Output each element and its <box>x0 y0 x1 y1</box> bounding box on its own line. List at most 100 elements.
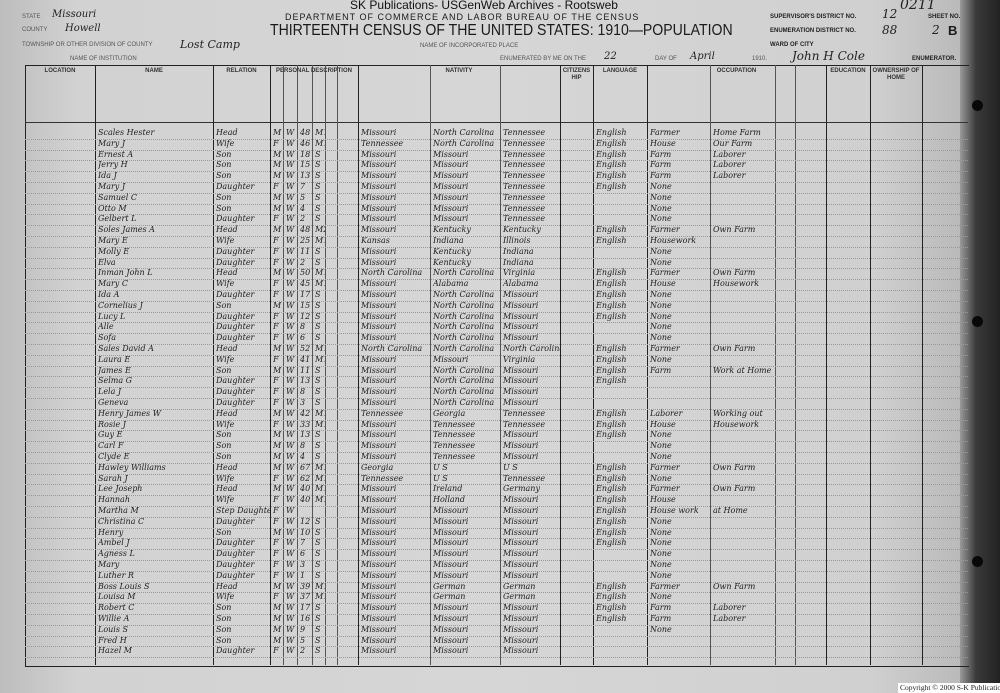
ward-label: Ward of city <box>770 42 814 48</box>
table-row: Geneva Daughter F W 3 S Missouri North Carolina… <box>25 398 968 410</box>
cell-name: Hawley Williams <box>98 462 166 472</box>
cell-industry: Our Farm <box>713 138 753 148</box>
cell-mother-birthplace: Virginia <box>503 268 536 278</box>
cell-relation: Daughter <box>216 214 255 224</box>
cell-name: Mary C <box>98 279 128 289</box>
cell-sex: M <box>273 430 282 440</box>
cell-race: W <box>286 290 295 299</box>
cell-birthplace: Missouri <box>361 560 397 569</box>
cell-trade: Laborer <box>650 408 683 418</box>
cell-marital-status: S <box>315 311 321 321</box>
cell-age: 13 <box>300 171 311 181</box>
cell-industry: Own Farm <box>713 268 756 278</box>
cell-father-birthplace: North Carolina <box>433 322 495 332</box>
cell-age: 10 <box>300 527 311 537</box>
cell-race: W <box>286 203 295 213</box>
cell-name: Cornelius J <box>98 300 143 310</box>
cell-industry: Own Farm <box>713 581 756 591</box>
cell-age: 42 <box>300 408 311 418</box>
cell-mother-birthplace: Tennessee <box>503 203 546 213</box>
table-row: Guy E Son M W 13 S Missouri Tennessee Missouri En… <box>25 430 968 443</box>
cell-name: Robert C <box>98 603 135 613</box>
cell-name: Elva <box>98 257 116 267</box>
cell-name: Molly E <box>98 246 130 256</box>
cell-father-birthplace: Missouri <box>433 560 469 569</box>
cell-birthplace: Tennessee <box>361 138 404 148</box>
cell-mother-birthplace: Tennessee <box>503 473 546 483</box>
cell-industry: Home Farm <box>713 128 761 137</box>
cell-marital-status: S <box>315 182 321 191</box>
cell-mother-birthplace: Missouri <box>503 516 539 526</box>
cell-birthplace: Missouri <box>361 257 397 267</box>
cell-race: W <box>286 614 295 623</box>
cell-language: English <box>596 236 627 245</box>
cell-marital-status: S <box>315 333 321 343</box>
cell-trade: None <box>650 300 672 310</box>
cell-trade: None <box>650 570 672 580</box>
cell-marital-status: M1 <box>315 408 325 418</box>
cell-marital-status: S <box>315 560 321 569</box>
cell-father-birthplace: Missouri <box>433 603 469 613</box>
cell-race: W <box>286 128 295 137</box>
cell-birthplace: Missouri <box>361 246 397 256</box>
cell-father-birthplace: Georgia <box>433 408 466 418</box>
cell-father-birthplace: Missouri <box>433 214 469 224</box>
cell-language: English <box>596 354 627 364</box>
cell-father-birthplace: North Carolina <box>433 387 495 397</box>
cell-language: English <box>596 581 627 591</box>
cell-birthplace: Tennessee <box>361 473 404 483</box>
table-row: Martha M Step Daughter F W Missouri Missouri M… <box>25 506 968 518</box>
cell-name: Gelbert L <box>98 214 137 224</box>
cell-relation: Son <box>216 603 232 613</box>
cell-name: Ernest A <box>98 149 134 159</box>
cell-mother-birthplace: Tennessee <box>503 182 546 191</box>
cell-birthplace: Missouri <box>361 646 397 656</box>
cell-industry: Laborer <box>713 614 746 623</box>
cell-relation: Daughter <box>216 376 255 386</box>
cell-age: 33 <box>300 419 311 429</box>
table-row: Laura E Wife FW 41 M1 Missouri Missouri Virgini… <box>25 355 968 367</box>
cell-father-birthplace: Alabama <box>433 279 469 289</box>
cell-race: W <box>286 603 295 613</box>
cell-race: W <box>286 646 295 656</box>
cell-trade: Farmer <box>650 344 680 353</box>
cell-birthplace: North Carolina <box>361 344 423 353</box>
cell-name: Mary J <box>98 182 126 191</box>
col-nativity: Nativity <box>445 68 473 74</box>
cell-mother-birthplace: Missouri <box>503 624 539 634</box>
cell-age: 17 <box>300 603 311 613</box>
cell-name: Lela J <box>98 387 122 397</box>
month-value: April <box>690 51 715 62</box>
cell-age: 17 <box>300 290 311 299</box>
table-row: Mary J Daughter F W 7 S Missouri Missouri Tennes… <box>25 182 968 194</box>
cell-name: Sarah J <box>98 473 128 483</box>
cell-trade: None <box>650 430 672 440</box>
column-rule <box>213 65 214 665</box>
cell-sex: M <box>273 149 282 159</box>
cell-relation: Head <box>216 484 238 494</box>
cell-marital-status: S <box>315 452 321 461</box>
cell-age: 48 <box>300 128 311 137</box>
column-rule <box>870 65 871 665</box>
cell-mother-birthplace: Missouri <box>503 387 539 397</box>
cell-race: W <box>286 214 295 224</box>
cell-father-birthplace: U S <box>433 473 448 483</box>
table-row: Mary Daughter F W 3 S Missouri Missouri Missouri… <box>25 560 968 572</box>
table-row: Henry Son M W 10 S Missouri Missouri Missouri Eng… <box>25 528 968 540</box>
cell-trade: Farm <box>650 365 672 375</box>
table-row: Christina C Daughter F W 12 S Missouri Missouri… <box>25 517 968 529</box>
cell-father-birthplace: Missouri <box>433 160 469 170</box>
township-value: Lost Camp <box>180 38 240 51</box>
cell-marital-status: S <box>315 516 321 526</box>
cell-marital-status: S <box>315 603 321 613</box>
cell-marital-status: M1 <box>315 268 325 278</box>
table-row: Lee Joseph Head MW 40 M1 Missouri Ireland Germa… <box>25 484 968 497</box>
cell-name: Ambel J <box>98 538 130 548</box>
cell-relation: Son <box>216 171 232 181</box>
cell-language: English <box>596 473 627 483</box>
enumerator-label: Enumerator. <box>912 56 957 62</box>
cell-birthplace: Missouri <box>361 419 397 429</box>
cell-relation: Daughter <box>216 333 255 343</box>
punch-hole <box>972 556 983 567</box>
cell-mother-birthplace: German <box>503 581 536 591</box>
